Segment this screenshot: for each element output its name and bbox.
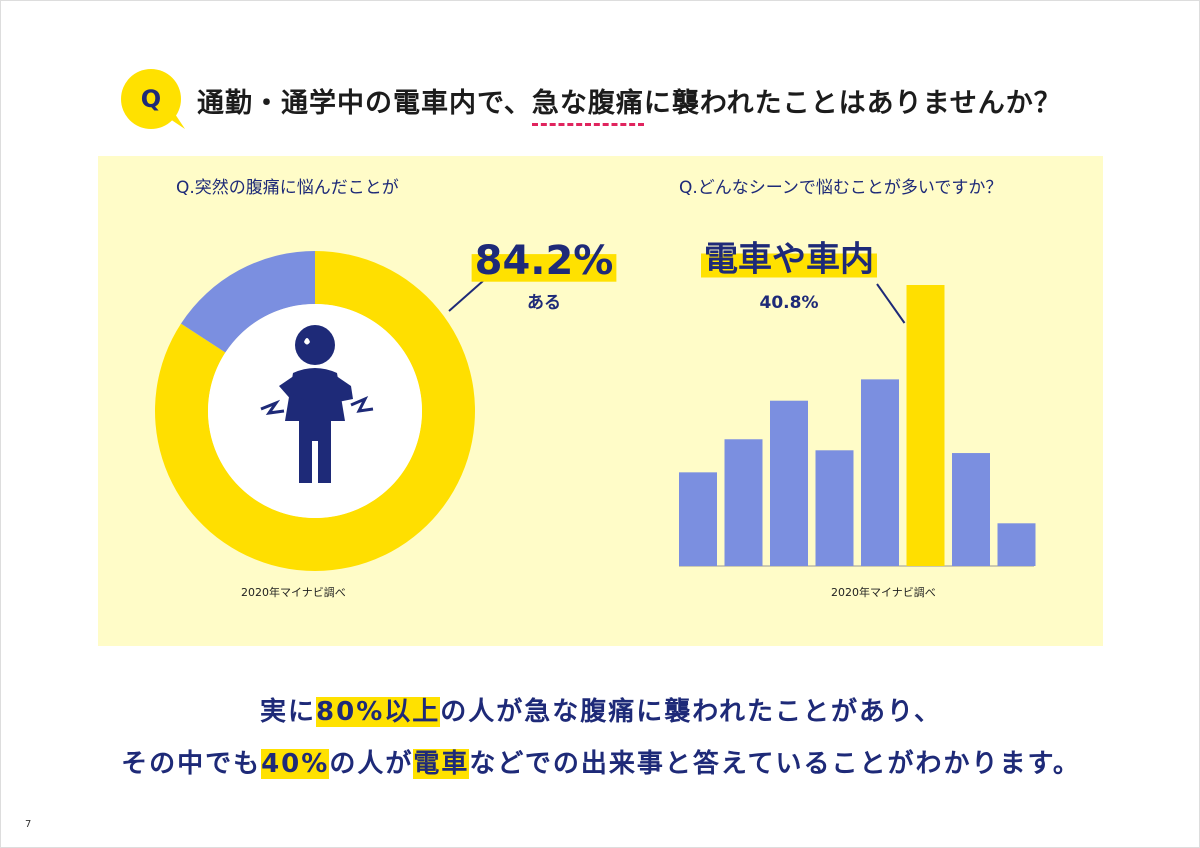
footer-text: の人が急な腹痛に襲われたことがあり、	[440, 697, 942, 727]
footer-text: などでの出来事と答えていることがわかります。	[469, 749, 1081, 779]
donut-slice	[180, 251, 315, 353]
bar	[861, 379, 899, 566]
title-part: 通勤・通学中の電車内で、	[197, 88, 532, 119]
header-title: 通勤・通学中の電車内で、急な腹痛に襲われたことはありませんか？	[197, 81, 1062, 126]
chart-title: Q.どんなシーンで悩むことが多いですか？	[679, 178, 1002, 198]
bar	[679, 472, 717, 566]
badge-text: Q	[141, 85, 161, 113]
footer-text: その中でも	[121, 749, 262, 779]
bar	[906, 285, 945, 566]
highlight-label: 84.2%	[475, 238, 614, 284]
footer: 実に80%以上の人が急な腹痛に襲われたことがあり、 その中でも40%の人が電車など…	[1, 686, 1199, 790]
q-badge: Q	[121, 69, 185, 129]
donut-slice	[154, 251, 475, 571]
footer-highlight: 40%	[261, 749, 330, 779]
title-part: に襲われたことはありませんか？	[643, 88, 1062, 119]
bar	[952, 453, 990, 566]
page-number: 7	[25, 819, 32, 830]
bar	[724, 439, 763, 566]
chart-title: Q.突然の腹痛に悩んだことが	[176, 178, 399, 198]
title-emphasis: 急な腹痛	[531, 88, 644, 126]
bar	[770, 400, 808, 566]
footer-line: その中でも40%の人が電車などでの出来事と答えていることがわかります。	[1, 738, 1199, 790]
leader-line	[876, 283, 906, 324]
person-icon	[260, 325, 374, 483]
bar	[997, 523, 1036, 566]
category-label: ある	[527, 293, 561, 313]
label-highlight	[471, 254, 617, 282]
source: 2020年マイナビ調べ	[831, 585, 936, 599]
footer-text: の人が	[329, 749, 414, 779]
highlight-label: 電車や車内	[704, 240, 874, 280]
leader-line	[448, 280, 484, 312]
footer-line: 実に80%以上の人が急な腹痛に襲われたことがあり、	[1, 686, 1199, 738]
label-highlight	[701, 253, 877, 278]
bar	[815, 450, 854, 566]
value-label: 40.8%	[760, 293, 819, 313]
footer-highlight: 80%以上	[316, 697, 441, 727]
source: 2020年マイナビ調べ	[241, 585, 346, 599]
footer-highlight: 電車	[413, 749, 470, 779]
footer-text: 実に	[260, 697, 317, 727]
